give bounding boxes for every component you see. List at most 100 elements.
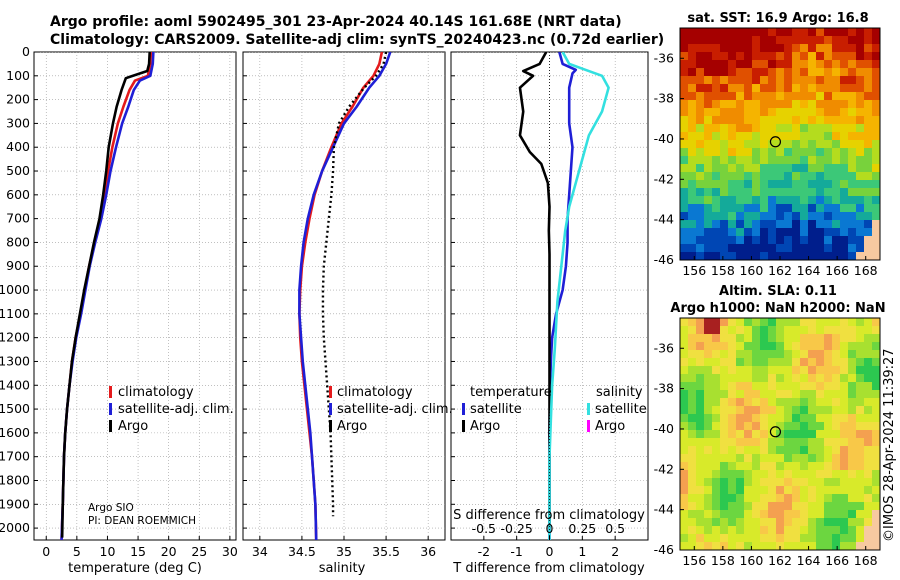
map-cell (840, 28, 849, 37)
map-cell (792, 526, 801, 535)
map-cell (824, 366, 833, 375)
map-cell (816, 510, 825, 519)
map-cell (848, 478, 857, 487)
map-cell (688, 486, 697, 495)
map-cell (864, 196, 873, 205)
map-cell (864, 454, 873, 463)
map-cell (848, 446, 857, 455)
map-cell (736, 172, 745, 181)
map-cell (752, 244, 761, 253)
map-cell (712, 236, 721, 245)
difference-legend: temperature salinity satellite Argo sate… (462, 385, 647, 434)
map-cell (832, 84, 841, 93)
map-cell (768, 398, 777, 407)
map-cell (720, 358, 729, 367)
map-cell (808, 366, 817, 375)
map-cell (848, 398, 857, 407)
map-cell (848, 92, 857, 101)
map-cell (712, 478, 721, 487)
map-cell (872, 534, 880, 543)
map-cell (688, 406, 697, 415)
map-cell (704, 350, 713, 359)
legend-label-argo: Argo (118, 419, 148, 434)
map-cell (840, 36, 849, 45)
map-cell (816, 486, 825, 495)
map-cell (744, 108, 753, 117)
map-cell (872, 156, 880, 165)
map-cell (840, 180, 849, 189)
map-cell (840, 486, 849, 495)
map-cell (744, 68, 753, 77)
map-cell (816, 542, 825, 550)
map-cell (800, 366, 809, 375)
map-cell (768, 318, 777, 327)
map-cell (760, 60, 769, 69)
map-cell (752, 374, 761, 383)
map-cell (792, 68, 801, 77)
lon-tick-label: 168 (854, 553, 878, 568)
map-cell (728, 92, 737, 101)
legend-swatch-climatology (329, 386, 332, 398)
map-cell (840, 318, 849, 327)
map-cell (728, 486, 737, 495)
map-cell (760, 526, 769, 535)
map-cell (680, 374, 689, 383)
map-cell (736, 52, 745, 61)
map-cell (688, 244, 697, 253)
map-cell (840, 244, 849, 253)
map-cell (872, 502, 880, 511)
map-cell (808, 326, 817, 335)
map-cell (696, 350, 705, 359)
map-cell (752, 326, 761, 335)
map-cell (696, 510, 705, 519)
map-cell (792, 36, 801, 45)
map-cell (824, 68, 833, 77)
map-cell (752, 534, 761, 543)
map-cell (696, 156, 705, 165)
map-cell (848, 52, 857, 61)
map-cell (832, 446, 841, 455)
map-cell (768, 236, 777, 245)
map-cell (696, 212, 705, 221)
map-cell (776, 44, 785, 53)
map-cell (704, 116, 713, 125)
map-cell (856, 204, 865, 213)
map-cell (800, 100, 809, 109)
map-cell (728, 350, 737, 359)
map-cell (696, 502, 705, 511)
map-cell (832, 68, 841, 77)
map-cell (808, 180, 817, 189)
map-cell (800, 518, 809, 527)
map-cell (704, 414, 713, 423)
map-cell (680, 212, 689, 221)
map-cell (848, 318, 857, 327)
map-cell (832, 414, 841, 423)
map-cell (736, 374, 745, 383)
map-cell (848, 470, 857, 479)
map-cell (768, 124, 777, 133)
map-cell (688, 430, 697, 439)
map-cell (680, 494, 689, 503)
map-cell (752, 422, 761, 431)
map-cell (792, 124, 801, 133)
map-cell (864, 494, 873, 503)
map-cell (792, 358, 801, 367)
map-cell (872, 28, 880, 37)
map-cell (752, 228, 761, 237)
map-cell (768, 132, 777, 141)
map-cell (720, 526, 729, 535)
map-cell (824, 100, 833, 109)
map-cell (808, 236, 817, 245)
map-cell (816, 228, 825, 237)
map-cell (840, 116, 849, 125)
map-cell (816, 390, 825, 399)
map-cell (680, 196, 689, 205)
difference-series-satellite (548, 52, 578, 540)
map-cell (872, 454, 880, 463)
map-cell (832, 60, 841, 69)
map-cell (736, 422, 745, 431)
map-cell (728, 462, 737, 471)
map-cell (752, 358, 761, 367)
map-cell (696, 124, 705, 133)
map-cell (776, 204, 785, 213)
